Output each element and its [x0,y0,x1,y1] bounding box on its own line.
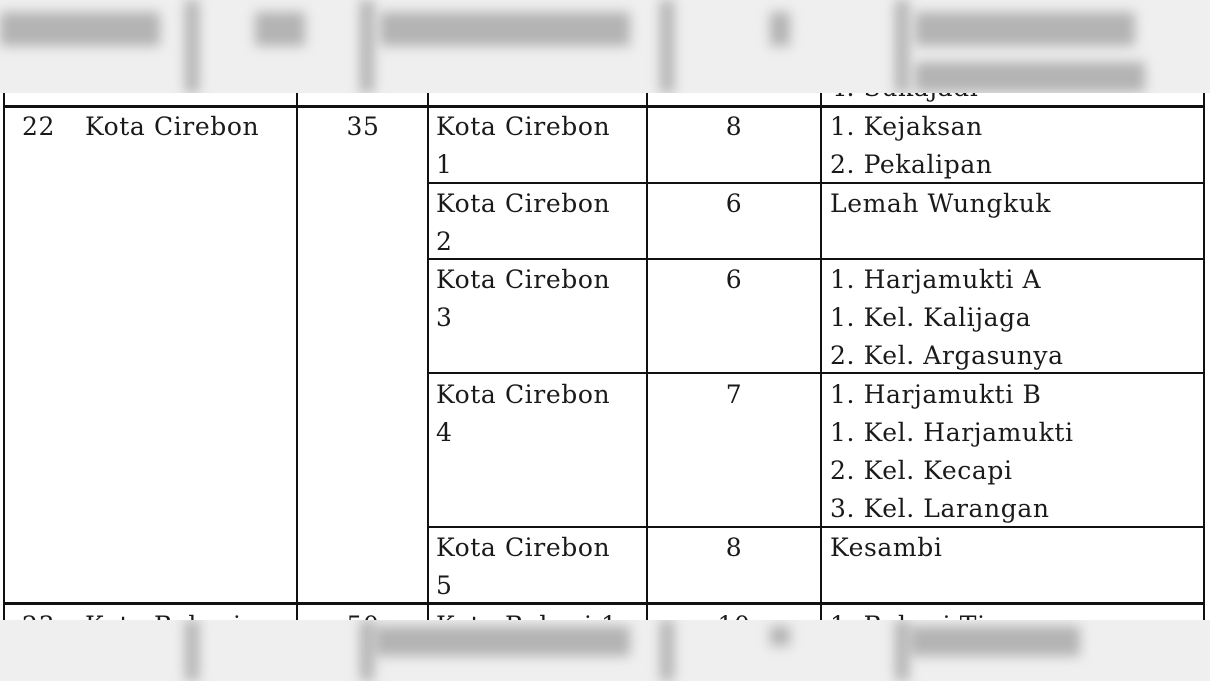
district-count: 6 [725,189,743,218]
area-item: 1. Kel. Harjamukti [830,418,1074,447]
next-area-item: 1. Bekasi Timur [830,607,1039,620]
table: 4. Sukajadi 22 Kota Cirebon 35 Kota Cire… [0,93,1210,620]
previous-row-area: 4. Sukajadi [830,93,978,107]
next-region-total: 50 [298,607,428,620]
area-item: 2. Kel. Argasunya [830,341,1064,370]
area-item: 2. Kel. Kecapi [830,456,1013,485]
district-number: 5 [436,571,453,600]
region-name: Kota Cirebon [85,112,260,141]
blurred-background-top [0,0,1210,93]
area-item: 1. Kel. Kalijaga [830,303,1032,332]
area-item: Lemah Wungkuk [830,189,1052,218]
region-total: 35 [346,112,380,141]
next-district-count: 10 [648,607,820,620]
district-count: 6 [725,265,743,294]
area-item: 2. Pekalipan [830,150,993,179]
district-number: 2 [436,227,453,256]
blurred-background-bottom [0,620,1210,681]
district-count: 8 [725,533,743,562]
district-number: 1 [436,150,453,179]
next-row-number: 23 [22,607,55,620]
district-count: 7 [725,380,743,409]
next-region-name: Kota Bekasi [85,607,242,620]
district-number: 3 [436,303,453,332]
district-name: Kota Cirebon [436,380,611,409]
area-item: 1. Harjamukti A [830,265,1042,294]
row-number: 22 [22,112,56,141]
district-number: 4 [436,418,453,447]
district-count: 8 [725,112,743,141]
next-district-name: Kota Bekasi 1 [436,607,618,620]
area-item: 1. Kejaksan [830,112,983,141]
district-name: Kota Cirebon [436,189,611,218]
area-item: 1. Harjamukti B [830,380,1042,409]
area-item: 3. Kel. Larangan [830,494,1050,523]
district-name: Kota Cirebon [436,265,611,294]
area-item: Kesambi [830,533,943,562]
district-name: Kota Cirebon [436,533,611,562]
district-name: Kota Cirebon [436,112,611,141]
